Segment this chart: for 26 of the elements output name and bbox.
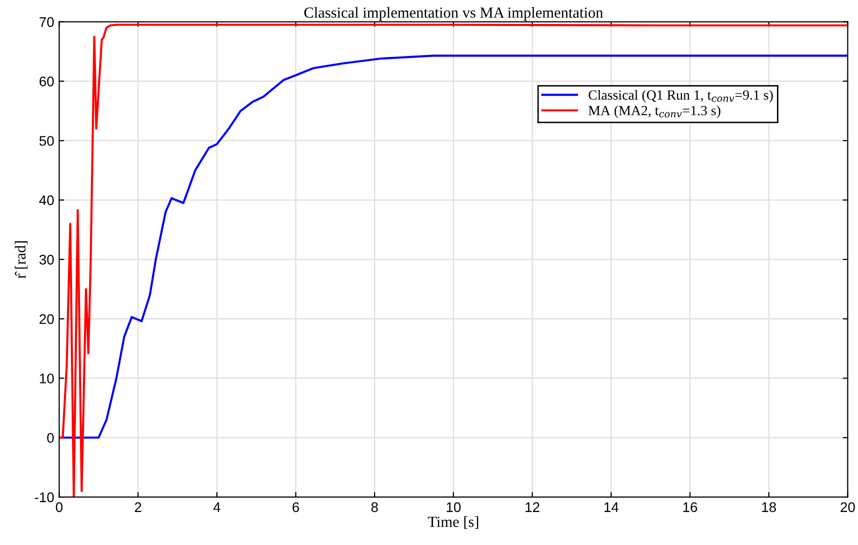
x-tick-label: 0 [56, 502, 63, 512]
legend-label: MA (MA2, t$_{conv}$=1.3 s) [588, 105, 720, 118]
x-tick-label: 18 [762, 502, 776, 512]
y-tick-label: -10 [34, 492, 54, 502]
x-tick-label: 4 [213, 502, 220, 512]
chart-title: Classical implementation vs MA implementation [304, 7, 604, 21]
x-axis-title: Time [s] [428, 516, 478, 529]
x-tick-label: 12 [526, 502, 540, 512]
y-tick-label: 50 [39, 136, 54, 146]
y-tick-label: 60 [40, 76, 54, 86]
legend-label: Classical (Q1 Run 1, t$_{conv}$=9.1 s) [588, 90, 773, 103]
y-tick-label: 0 [47, 432, 54, 443]
y-tick-label: 30 [39, 254, 54, 265]
y-tick-label: 70 [40, 17, 54, 27]
x-tick-label: 14 [604, 502, 618, 512]
line-series [59, 24, 848, 498]
x-tick-label: 6 [292, 502, 300, 512]
y-tick-label: 20 [40, 314, 54, 324]
y-tick-label: 40 [39, 195, 54, 206]
x-tick-label: 2 [134, 502, 142, 512]
x-tick-label: 8 [371, 502, 378, 512]
x-tick-label: 20 [840, 502, 855, 512]
y-tick-label: 10 [40, 374, 54, 384]
x-tick-label: 16 [683, 502, 698, 512]
x-tick-label: 10 [446, 502, 461, 512]
y-axis-title: r̂ [rad] [14, 241, 28, 278]
